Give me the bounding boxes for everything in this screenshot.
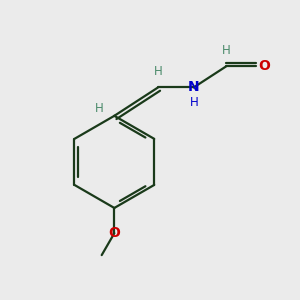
Text: H: H xyxy=(222,44,230,58)
Text: O: O xyxy=(108,226,120,240)
Text: H: H xyxy=(190,96,199,110)
Text: H: H xyxy=(154,64,162,78)
Text: H: H xyxy=(95,102,104,116)
Text: O: O xyxy=(258,59,270,74)
Text: N: N xyxy=(188,80,200,94)
